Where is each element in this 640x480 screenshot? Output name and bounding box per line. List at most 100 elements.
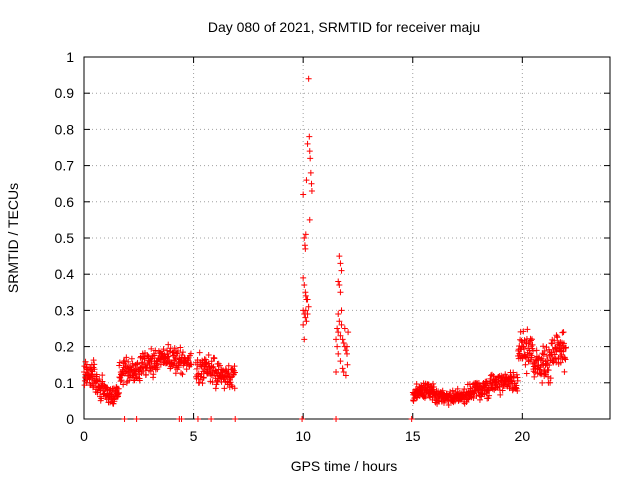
data-point	[478, 393, 485, 400]
data-point	[232, 416, 239, 422]
data-point	[177, 344, 184, 351]
data-point	[137, 354, 144, 361]
data-point	[341, 325, 348, 332]
data-point	[154, 366, 161, 373]
data-point	[345, 329, 352, 336]
data-point	[99, 372, 106, 379]
x-tick-label: 0	[80, 428, 88, 444]
data-point	[136, 377, 143, 384]
data-point	[225, 369, 232, 376]
data-point	[307, 169, 314, 176]
data-point	[344, 343, 350, 350]
data-point	[497, 391, 504, 398]
data-point	[148, 345, 155, 352]
data-point	[165, 341, 172, 348]
data-point	[193, 365, 200, 372]
y-tick-label: 1	[66, 49, 74, 65]
data-point	[178, 416, 185, 422]
y-tick-label: 0.6	[55, 194, 75, 210]
x-axis: 0 5 10 15 20	[80, 57, 530, 444]
data-point	[514, 387, 521, 394]
data-point	[487, 372, 494, 379]
data-points	[81, 75, 569, 422]
data-point	[302, 307, 309, 314]
data-point	[553, 348, 560, 355]
data-point	[344, 350, 350, 357]
data-point	[164, 347, 171, 354]
data-point	[128, 367, 135, 374]
data-point	[523, 370, 530, 377]
data-point	[520, 328, 527, 335]
data-point	[205, 360, 212, 367]
y-tick-label: 0.7	[55, 158, 75, 174]
data-point	[334, 343, 341, 350]
data-point	[199, 380, 206, 387]
data-point	[562, 356, 569, 363]
data-point	[334, 325, 341, 332]
data-point	[529, 336, 536, 343]
data-point	[413, 381, 420, 388]
data-point	[499, 387, 506, 394]
data-point	[543, 360, 550, 367]
data-point	[210, 363, 217, 370]
data-point	[108, 390, 115, 397]
data-point	[117, 378, 124, 385]
data-point	[83, 379, 90, 386]
data-point	[308, 187, 315, 194]
data-point	[518, 337, 525, 344]
data-point	[152, 347, 159, 354]
data-point	[338, 267, 345, 274]
data-point	[308, 180, 315, 187]
data-point	[196, 349, 203, 356]
data-point	[441, 399, 448, 406]
data-point	[540, 351, 547, 358]
y-tick-label: 0	[66, 411, 74, 427]
data-point	[121, 357, 128, 364]
data-point	[231, 385, 238, 392]
data-point	[179, 349, 186, 356]
data-point	[454, 385, 461, 392]
data-point	[410, 398, 417, 405]
data-point	[461, 386, 468, 393]
data-point	[305, 75, 312, 82]
y-axis-label: SRMTID / TECUs	[5, 183, 21, 293]
data-point	[333, 416, 340, 422]
data-point	[307, 155, 314, 162]
data-point	[209, 379, 216, 386]
data-point	[194, 416, 201, 422]
data-point	[301, 336, 308, 343]
data-point	[300, 321, 307, 328]
data-point	[160, 346, 167, 353]
data-point	[557, 359, 564, 366]
data-point	[164, 353, 171, 360]
data-point	[128, 355, 135, 362]
data-point	[304, 140, 311, 147]
data-point	[117, 371, 124, 378]
data-point	[172, 370, 179, 377]
data-point	[514, 377, 521, 384]
data-point	[150, 371, 157, 378]
data-point	[560, 340, 567, 347]
data-point	[140, 367, 147, 374]
data-point	[517, 328, 524, 335]
data-point	[205, 352, 212, 359]
data-point	[485, 395, 492, 402]
data-point	[539, 379, 546, 386]
data-point	[96, 376, 103, 383]
data-point	[303, 318, 310, 325]
data-point	[304, 311, 311, 318]
data-point	[439, 387, 446, 394]
data-point	[89, 384, 96, 391]
data-point	[187, 350, 194, 357]
data-point	[445, 402, 452, 409]
data-point	[179, 371, 186, 378]
data-point	[562, 344, 569, 351]
data-point	[335, 350, 342, 357]
data-point	[486, 392, 493, 399]
data-point	[122, 361, 129, 368]
data-point	[545, 367, 552, 374]
data-point	[335, 311, 342, 318]
data-point	[342, 372, 349, 379]
data-point	[116, 362, 123, 369]
